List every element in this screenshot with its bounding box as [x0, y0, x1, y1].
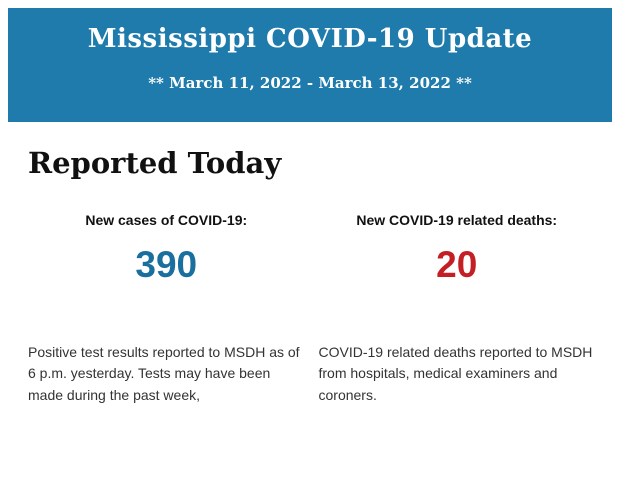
new-cases-description: Positive test results reported to MSDH a…: [28, 344, 300, 403]
new-deaths-value: 20: [436, 244, 478, 285]
content: Reported Today New cases of COVID-19: 39…: [0, 122, 620, 420]
stat-new-deaths: New COVID-19 related deaths: 20 COVID-19…: [319, 212, 596, 420]
new-deaths-description: COVID-19 related deaths reported to MSDH…: [318, 344, 593, 403]
new-cases-label: New cases of COVID-19:: [85, 212, 248, 228]
banner-title: Mississippi COVID-19 Update: [87, 24, 533, 54]
new-cases-value: 390: [135, 244, 198, 285]
header-banner: Mississippi COVID-19 Update ** March 11,…: [8, 8, 612, 122]
new-deaths-label: New COVID-19 related deaths:: [356, 212, 558, 228]
banner-date-range: ** March 11, 2022 - March 13, 2022 **: [148, 74, 472, 92]
section-title: Reported Today: [28, 146, 282, 180]
stat-new-cases: New cases of COVID-19: 390 Positive test…: [28, 212, 305, 420]
stats-row: New cases of COVID-19: 390 Positive test…: [28, 212, 595, 420]
